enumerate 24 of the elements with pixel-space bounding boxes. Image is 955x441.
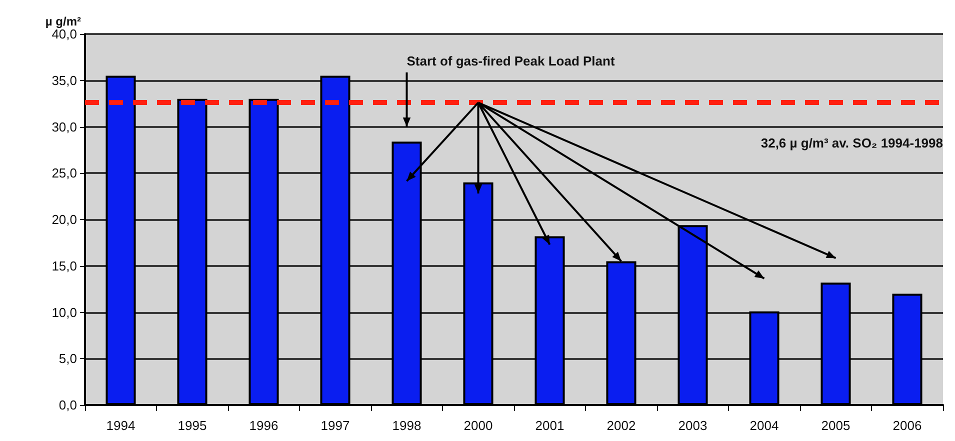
y-tick-label: 25,0 xyxy=(52,166,77,181)
x-tick-label: 2001 xyxy=(535,418,564,433)
x-tick-label: 1995 xyxy=(178,418,207,433)
y-tick-label: 5,0 xyxy=(58,351,77,366)
y-tick-label: 10,0 xyxy=(52,304,77,320)
annotation: Start of gas-fired Peak Load Plant xyxy=(406,54,616,69)
x-tick-label: 1994 xyxy=(106,418,136,433)
y-tick-label: 0,0 xyxy=(58,398,77,412)
x-tick-label: 2000 xyxy=(464,418,493,433)
x-tick-label: 2005 xyxy=(821,418,850,433)
y-tick-label: 30,0 xyxy=(52,119,77,134)
x-tick-label: 2006 xyxy=(892,418,922,433)
x-tick-label: 1998 xyxy=(392,418,422,433)
ref-line-label: 32,6 µ g/m³ av. SO₂ 1994-1998 xyxy=(760,136,943,151)
y-tick-label: 35,0 xyxy=(52,72,77,88)
y-axis-title: µ g/m² xyxy=(45,14,82,29)
x-tick-label: 1996 xyxy=(249,418,278,433)
y-tick-label: 40,0 xyxy=(52,26,77,42)
x-tick-label: 2002 xyxy=(606,418,636,433)
y-tick-label: 20,0 xyxy=(52,212,77,227)
x-tick-label: 1997 xyxy=(320,418,350,433)
x-tick-label: 2004 xyxy=(750,418,779,433)
y-tick-label: 15,0 xyxy=(52,258,77,274)
x-tick-label: 2003 xyxy=(678,418,708,433)
